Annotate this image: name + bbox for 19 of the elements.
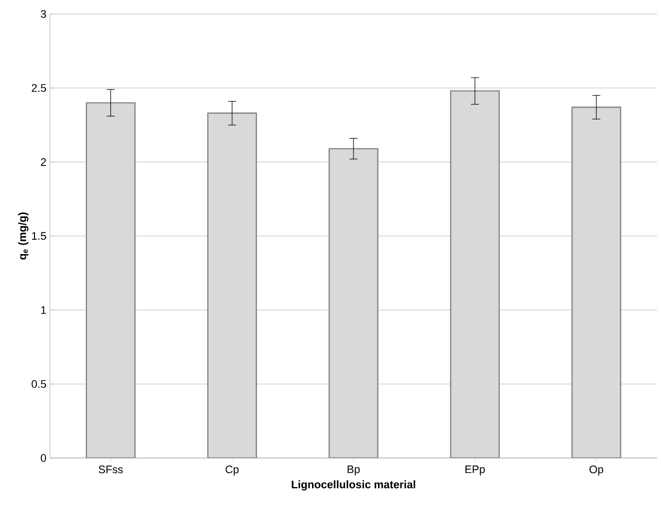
x-axis-title: Lignocellulosic material [292, 480, 416, 491]
bar [207, 112, 257, 458]
x-tick-label: EPp [465, 466, 485, 476]
y-axis-title: q$_{e}$ (mg/g) [18, 212, 28, 260]
bar [328, 148, 378, 458]
y-tick-label: 1 [41, 306, 46, 314]
bar [86, 102, 136, 458]
y-tick-label: 2 [40, 158, 46, 166]
y-tick-label: 2.5 [32, 84, 46, 92]
y-tick-label: 0.5 [32, 380, 46, 388]
y-tick-label: 3 [40, 10, 46, 18]
bar [571, 106, 622, 458]
x-tick-label: Bp [348, 466, 360, 476]
x-tick-label: Op [590, 466, 604, 476]
y-tick-label: 0 [40, 454, 46, 462]
y-tick-label: 1.5 [32, 232, 46, 240]
x-tick-label: SFss [98, 466, 123, 474]
x-tick-label: Cp [226, 466, 239, 476]
bar [450, 90, 500, 458]
